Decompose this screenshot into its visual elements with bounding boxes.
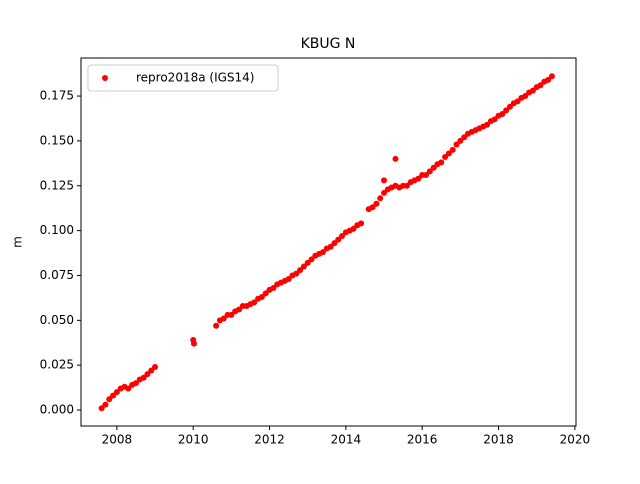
point xyxy=(331,240,338,247)
point xyxy=(339,232,346,239)
legend-label: repro2018a (IGS14) xyxy=(136,71,254,85)
point xyxy=(457,137,464,144)
point xyxy=(430,164,437,171)
point xyxy=(220,315,227,322)
point xyxy=(350,225,357,232)
point xyxy=(445,150,452,157)
x-tick-label: 2014 xyxy=(331,433,362,447)
point xyxy=(236,306,243,313)
point xyxy=(125,385,132,392)
point xyxy=(113,389,120,396)
point xyxy=(514,98,521,105)
point xyxy=(132,380,139,387)
point xyxy=(403,182,410,189)
point xyxy=(335,236,342,243)
point xyxy=(102,401,109,408)
point xyxy=(503,107,510,114)
y-tick-label: 0.000 xyxy=(40,403,74,417)
x-tick-label: 2016 xyxy=(407,433,438,447)
point xyxy=(438,159,445,166)
point xyxy=(426,168,433,175)
y-tick-label: 0.100 xyxy=(40,223,74,237)
legend-marker xyxy=(102,75,108,81)
point xyxy=(499,110,506,117)
point xyxy=(98,405,105,412)
point xyxy=(423,171,430,178)
point xyxy=(529,87,536,94)
point xyxy=(522,93,529,100)
point xyxy=(377,195,384,202)
point xyxy=(449,146,456,153)
x-tick-label: 2020 xyxy=(560,433,591,447)
point xyxy=(140,374,147,381)
point xyxy=(548,73,555,80)
point xyxy=(358,220,365,227)
y-tick-label: 0.025 xyxy=(40,358,74,372)
x-tick-label: 2008 xyxy=(102,433,133,447)
y-axis-label: m xyxy=(11,236,25,248)
point xyxy=(308,256,315,263)
y-tick-label: 0.050 xyxy=(40,313,74,327)
point xyxy=(381,177,388,184)
point xyxy=(373,200,380,207)
point xyxy=(262,290,269,297)
point xyxy=(319,249,326,256)
point xyxy=(304,259,311,266)
legend-box xyxy=(87,64,279,92)
point xyxy=(415,175,422,182)
y-tick-label: 0.175 xyxy=(40,89,74,103)
point xyxy=(152,363,159,370)
point xyxy=(285,276,292,283)
point xyxy=(258,293,265,300)
point xyxy=(228,311,235,318)
point xyxy=(453,141,460,148)
point xyxy=(484,121,491,128)
point xyxy=(251,299,258,306)
point xyxy=(270,285,277,292)
x-tick-label: 2012 xyxy=(254,433,285,447)
point xyxy=(144,371,151,378)
point xyxy=(381,189,388,196)
y-tick-label: 0.075 xyxy=(40,268,74,282)
point xyxy=(506,103,513,110)
point xyxy=(213,322,220,329)
point xyxy=(461,134,468,141)
point xyxy=(327,243,334,250)
point xyxy=(293,270,300,277)
point xyxy=(148,367,155,374)
point xyxy=(537,82,544,89)
point xyxy=(369,204,376,211)
point xyxy=(300,263,307,270)
point xyxy=(392,155,399,162)
point xyxy=(442,154,449,161)
plot-frame xyxy=(80,57,577,427)
x-tick-label: 2018 xyxy=(483,433,514,447)
point xyxy=(190,340,197,347)
point xyxy=(110,392,117,399)
point xyxy=(545,76,552,83)
y-tick-label: 0.125 xyxy=(40,178,74,192)
point xyxy=(297,267,304,274)
y-tick-label: 0.150 xyxy=(40,133,74,147)
x-tick-label: 2010 xyxy=(178,433,209,447)
chart-title: KBUG N xyxy=(301,36,356,52)
point xyxy=(491,116,498,123)
point xyxy=(106,396,113,403)
